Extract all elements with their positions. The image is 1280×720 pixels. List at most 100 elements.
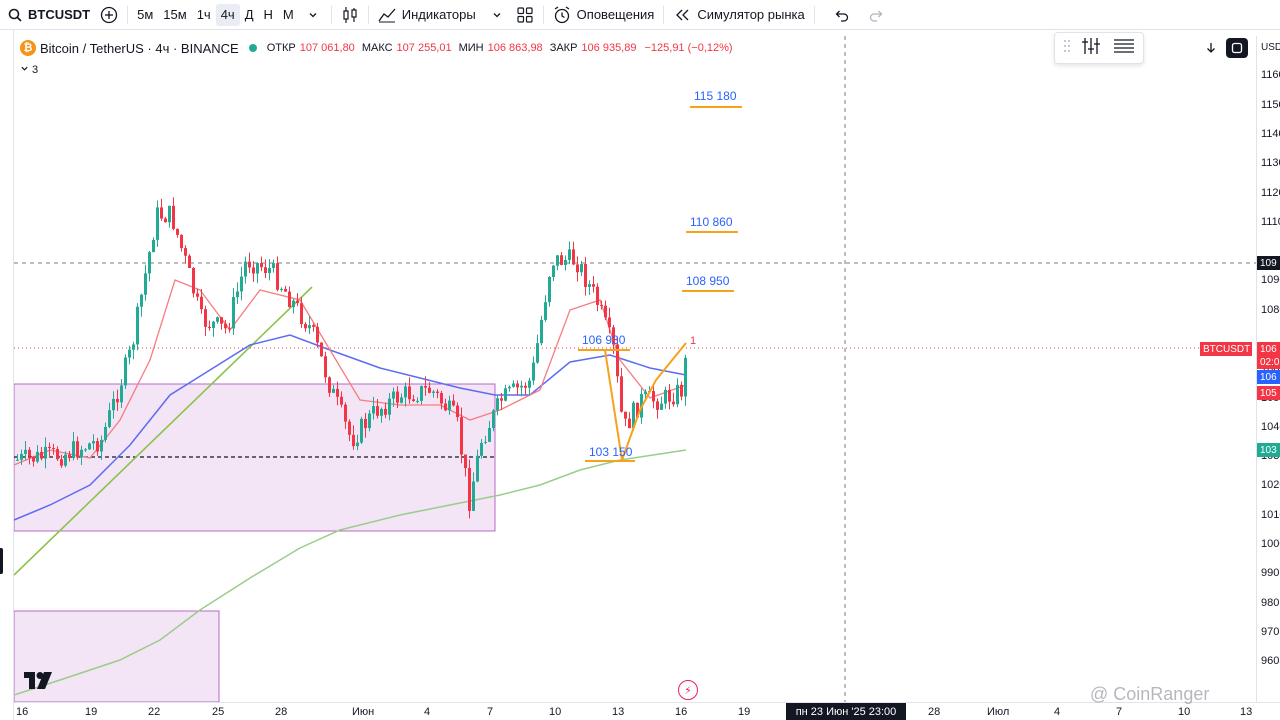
ma-mid-line	[14, 334, 687, 521]
candle-body	[116, 398, 119, 403]
chart-pane[interactable]	[14, 36, 1256, 702]
candle-body	[128, 349, 131, 358]
candle-body	[92, 441, 95, 444]
candle-body	[184, 248, 187, 256]
time-axis-tick: 16	[16, 706, 29, 718]
price-axis-tick: 1090	[1261, 274, 1280, 286]
templates-button[interactable]	[511, 0, 539, 30]
refresh-icon	[1231, 42, 1243, 54]
undo-button[interactable]	[827, 0, 855, 30]
sync-button[interactable]	[1226, 38, 1248, 58]
candle-body	[652, 391, 655, 402]
candle-body	[164, 218, 167, 223]
top-toolbar: BTCUSDT 5м 15м 1ч 4ч Д Н М Индикаторы	[0, 0, 1280, 30]
candle-body	[320, 342, 323, 357]
legend-high-value: 107 255,01	[396, 42, 452, 54]
alerts-button[interactable]: Оповещения	[548, 0, 660, 30]
price-note-108950[interactable]: 108 950	[686, 274, 730, 288]
candle-body	[72, 441, 75, 459]
candle-body	[528, 380, 531, 388]
interval-4h[interactable]: 4ч	[215, 3, 240, 26]
time-axis[interactable]: 16 19 22 25 28 Июн 4 7 10 13 16 19 28 Июл 4 7 10 13	[14, 702, 1280, 720]
candle-body	[456, 405, 459, 418]
replay-button[interactable]: Симулятор рынка	[668, 0, 809, 30]
candle-body	[576, 264, 579, 273]
tradingview-logo[interactable]	[24, 672, 52, 696]
candle-body	[20, 453, 23, 460]
drag-handle-icon[interactable]	[1063, 39, 1071, 58]
candle-body	[300, 303, 303, 324]
candle-body	[416, 400, 419, 402]
sidebar-toggle-handle[interactable]	[0, 548, 3, 574]
price-axis-tick: 960	[1261, 655, 1280, 667]
chart-type-button[interactable]	[336, 0, 364, 30]
legend-title[interactable]: Bitcoin / TetherUS · 4ч · BINANCE	[40, 40, 239, 56]
candle-body	[516, 383, 519, 388]
price-note-103150[interactable]: 103 150	[589, 445, 633, 459]
indicators-label: Индикаторы	[401, 7, 476, 22]
price-axis-tick: 1010	[1261, 509, 1280, 521]
candle-body	[480, 442, 483, 456]
candle-body	[296, 300, 299, 304]
indicators-icon	[378, 6, 396, 24]
add-symbol-button[interactable]	[95, 0, 123, 30]
price-axis-tick: 1080	[1261, 304, 1280, 316]
interval-5m[interactable]: 5м	[137, 7, 154, 22]
candle-body	[448, 400, 451, 411]
indicators-collapse-toggle[interactable]: 3	[20, 64, 38, 76]
candle-body	[592, 284, 595, 287]
lower-zone	[14, 610, 220, 702]
candle-body	[540, 319, 543, 344]
price-note-115180[interactable]: 115 180	[694, 89, 737, 103]
interval-15m[interactable]: 15м	[163, 7, 187, 22]
candle-body	[108, 410, 111, 427]
alarm-clock-icon	[553, 5, 571, 24]
symbol-label: BTCUSDT	[28, 7, 91, 22]
price-axis-tag: 106	[1257, 370, 1280, 384]
object-tree-icon[interactable]	[1081, 37, 1103, 60]
legend-open-value: 107 061,80	[299, 42, 355, 54]
time-axis-tick: 19	[85, 706, 98, 718]
redo-button[interactable]	[863, 0, 891, 30]
candle-body	[432, 391, 435, 393]
legend-low-label: МИН	[458, 42, 484, 54]
price-chart[interactable]	[14, 36, 1256, 702]
alerts-label: Оповещения	[576, 7, 655, 22]
interval-1d[interactable]: Д	[244, 7, 254, 22]
price-axis-tick: 1000	[1261, 538, 1280, 550]
candle-body	[308, 325, 311, 329]
lightning-icon[interactable]: ⚡	[678, 680, 698, 700]
candle-body	[404, 386, 407, 398]
candle-body	[264, 267, 267, 274]
price-axis-tick: 980	[1261, 597, 1280, 609]
candle-body	[460, 417, 463, 455]
price-note-110860[interactable]: 110 860	[690, 215, 733, 229]
hamburger-menu-icon[interactable]	[1113, 37, 1135, 60]
indicators-button[interactable]: Индикаторы	[373, 0, 511, 30]
scroll-down-button[interactable]	[1200, 38, 1222, 58]
candle-body	[64, 454, 67, 466]
interval-1mo[interactable]: М	[282, 7, 294, 22]
interval-dropdown-button[interactable]	[299, 0, 327, 30]
candle-body	[252, 267, 255, 274]
toolbar-divider	[127, 5, 129, 24]
watermark-text: @ CoinRanger	[1090, 684, 1210, 704]
candle-body	[604, 305, 607, 318]
candle-body	[408, 386, 411, 400]
price-note-106930[interactable]: 106 930	[582, 333, 626, 347]
candle-body	[244, 261, 247, 277]
replay-label: Симулятор рынка	[697, 7, 805, 22]
candle-body	[36, 451, 39, 462]
candle-body	[544, 302, 547, 320]
candle-body	[356, 442, 359, 447]
candle-body	[340, 396, 343, 405]
candle-body	[588, 284, 591, 287]
candle-body	[536, 343, 539, 363]
interval-1h[interactable]: 1ч	[196, 7, 211, 22]
price-axis-currency[interactable]: USDT	[1261, 42, 1280, 53]
interval-1w[interactable]: Н	[263, 7, 273, 22]
symbol-search-button[interactable]: BTCUSDT	[0, 0, 95, 30]
chevron-down-icon	[20, 64, 29, 76]
